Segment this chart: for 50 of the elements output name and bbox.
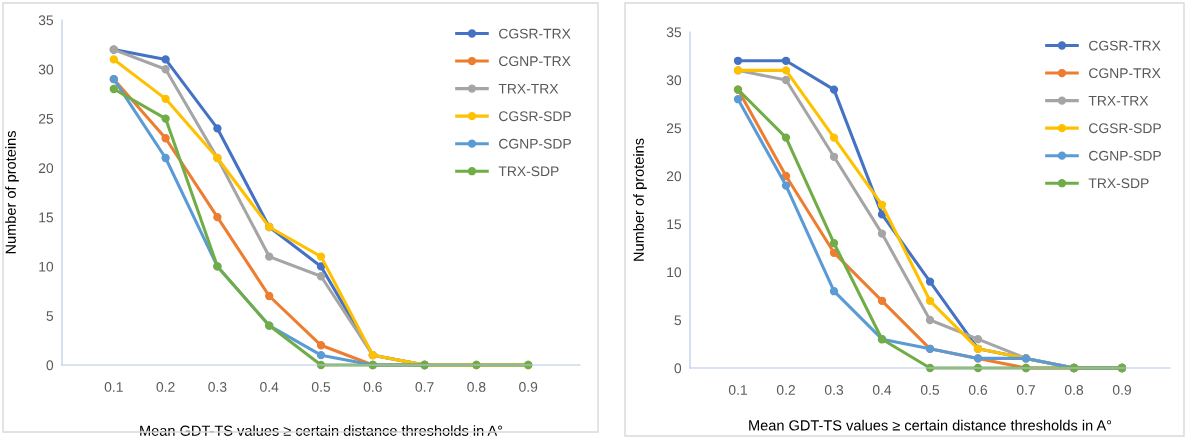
x-tick-label: 0.1 (728, 385, 747, 395)
legend-label: TRX-SDP (1088, 178, 1149, 189)
y-tick-label: 0 (674, 363, 682, 374)
x-tick-label: 0.7 (1016, 385, 1035, 395)
y-tick-label: 20 (666, 171, 682, 182)
x-axis-title: Mean GDT-TS values ≥ certain distance thresholds in A° (140, 425, 503, 436)
y-tick-label: 35 (38, 15, 54, 26)
y-tick-label: 30 (38, 64, 54, 75)
y-axis-title: Number of proteins (633, 138, 647, 261)
x-tick-label: 0.6 (968, 385, 988, 395)
x-tick-label: 0.1 (104, 382, 123, 392)
x-tick-label: 0.9 (1112, 385, 1131, 395)
y-axis-title: Number of proteins (5, 131, 19, 254)
y-tick-label: 20 (38, 163, 54, 174)
x-tick-label: 0.2 (156, 382, 175, 392)
legend-label: CGSR-SDP (499, 111, 571, 122)
x-tick-label: 0.5 (311, 382, 331, 392)
x-tick-label: 0.5 (920, 385, 940, 395)
x-tick-label: 0.8 (1064, 385, 1084, 395)
legend-label: CGNP-SDP (1089, 150, 1161, 161)
y-tick-label: 15 (39, 212, 54, 223)
y-tick-label: 35 (666, 27, 682, 38)
legend-label: CGNP-TRX (1089, 68, 1161, 79)
legend-label: TRX-TRX (498, 83, 559, 94)
legend-label: CGNP-SDP (499, 138, 571, 149)
x-tick-label: 0.3 (824, 385, 844, 395)
y-tick-label: 25 (666, 123, 682, 134)
y-tick-label: 5 (674, 315, 682, 326)
x-tick-label: 0.8 (467, 382, 486, 392)
x-tick-label: 0.9 (519, 382, 538, 392)
x-tick-label: 0.4 (872, 385, 892, 395)
x-tick-label: 0.7 (415, 382, 434, 392)
x-tick-label: 0.2 (776, 385, 795, 395)
y-tick-label: 5 (46, 311, 54, 321)
legend-label: CGNP-TRX (499, 56, 571, 67)
x-tick-label: 0.4 (260, 382, 279, 392)
legend-label: TRX-TRX (1088, 95, 1149, 106)
y-tick-label: 0 (46, 360, 54, 371)
x-axis-title: Mean GDT-TS values ≥ certain distance thresholds in A° (749, 419, 1112, 431)
legend-label: CGSR-SDP (1089, 123, 1161, 134)
y-tick-label: 10 (39, 261, 54, 272)
y-tick-label: 25 (38, 113, 54, 124)
x-tick-label: 0.6 (363, 382, 382, 392)
legend-label: TRX-SDP (498, 166, 559, 177)
y-tick-label: 30 (666, 75, 682, 86)
legend-label: CGSR-TRX (499, 28, 571, 39)
y-tick-label: 15 (667, 219, 682, 230)
x-tick-label: 0.3 (208, 382, 227, 392)
legend-label: CGSR-TRX (1089, 40, 1161, 51)
y-tick-label: 10 (667, 267, 682, 278)
